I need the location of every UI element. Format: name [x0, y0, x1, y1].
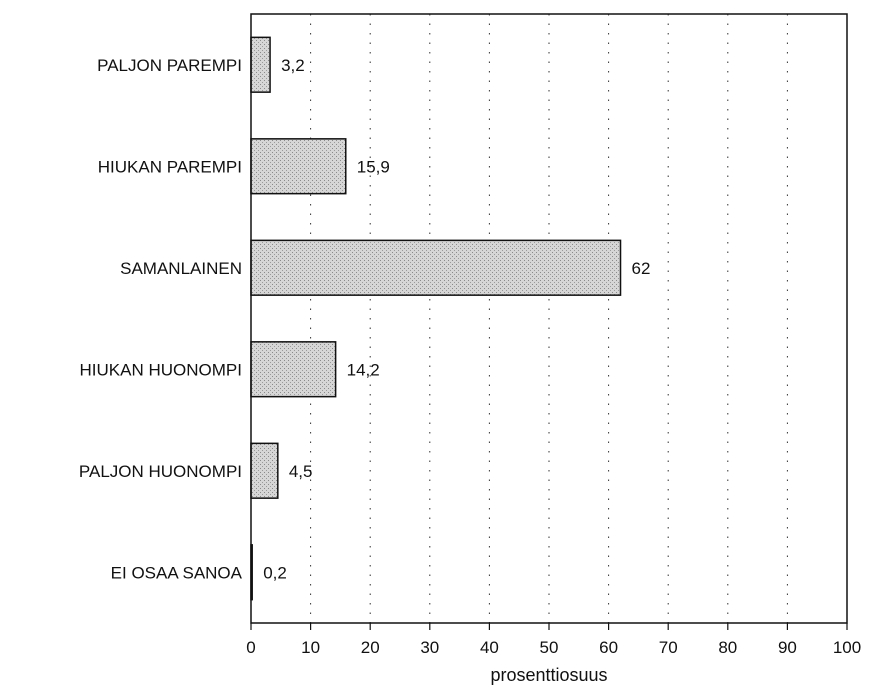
- x-tick-label: 0: [246, 638, 255, 657]
- value-label: 4,5: [289, 462, 313, 481]
- bar: [251, 443, 278, 498]
- category-label: SAMANLAINEN: [120, 259, 242, 278]
- x-tick-label: 100: [833, 638, 861, 657]
- value-label: 15,9: [357, 157, 390, 176]
- x-tick-label: 60: [599, 638, 618, 657]
- x-tick-label: 10: [301, 638, 320, 657]
- bar: [251, 240, 621, 295]
- category-label: HIUKAN PAREMPI: [98, 157, 242, 176]
- x-tick-label: 80: [718, 638, 737, 657]
- category-label: PALJON HUONOMPI: [79, 462, 242, 481]
- x-tick-label: 90: [778, 638, 797, 657]
- gridlines: [311, 14, 788, 623]
- bar: [251, 342, 336, 397]
- category-label: EI OSAA SANOA: [111, 563, 243, 582]
- value-label: 0,2: [263, 563, 287, 582]
- value-label: 62: [632, 259, 651, 278]
- value-label: 3,2: [281, 56, 305, 75]
- bar: [251, 37, 270, 92]
- category-label: HIUKAN HUONOMPI: [80, 360, 242, 379]
- value-labels: 3,2 15,9 62 14,2 4,5 0,2: [263, 56, 650, 583]
- bars: [251, 37, 621, 599]
- x-tick-label: 70: [659, 638, 678, 657]
- x-tick-label: 20: [361, 638, 380, 657]
- category-labels: PALJON PAREMPI HIUKAN PAREMPI SAMANLAINEN H…: [79, 56, 243, 583]
- x-axis-ticks: 0 10 20 30 40 50 60 70 80 90 100: [246, 623, 861, 657]
- x-tick-label: 50: [540, 638, 559, 657]
- x-axis-title: prosenttiosuus: [490, 665, 607, 685]
- bar: [251, 139, 346, 194]
- category-label: PALJON PAREMPI: [97, 56, 242, 75]
- x-tick-label: 40: [480, 638, 499, 657]
- x-tick-label: 30: [420, 638, 439, 657]
- value-label: 14,2: [347, 360, 380, 379]
